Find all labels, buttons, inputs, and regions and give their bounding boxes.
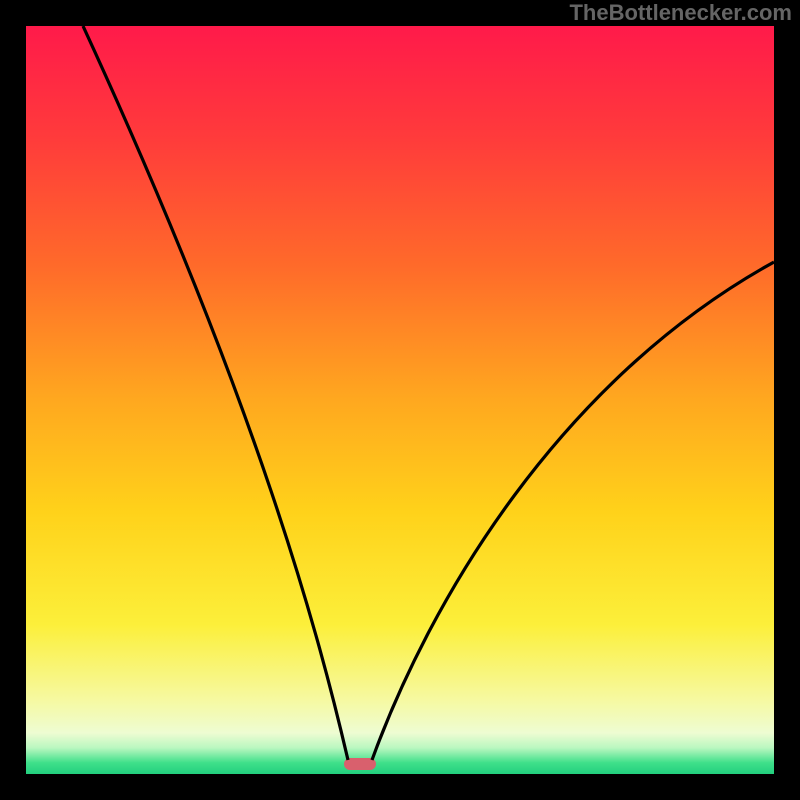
chart-svg: [0, 0, 800, 800]
watermark-text: TheBottlenecker.com: [569, 0, 792, 26]
plot-gradient-background: [26, 26, 774, 774]
chart-canvas: TheBottlenecker.com: [0, 0, 800, 800]
